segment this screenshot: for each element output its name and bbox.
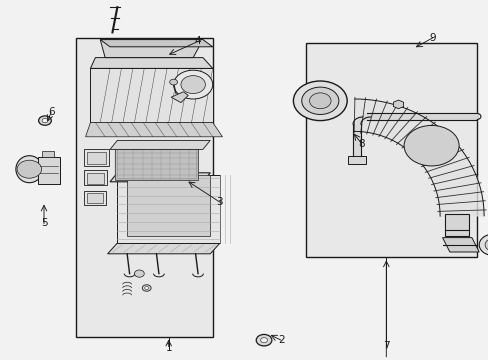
- Polygon shape: [353, 99, 483, 216]
- Bar: [117, 149, 195, 178]
- Circle shape: [17, 160, 41, 178]
- Ellipse shape: [16, 156, 43, 183]
- Bar: [87, 152, 105, 164]
- Polygon shape: [85, 122, 222, 137]
- Polygon shape: [100, 40, 203, 58]
- Polygon shape: [110, 140, 210, 149]
- Polygon shape: [107, 243, 220, 254]
- Polygon shape: [171, 92, 188, 103]
- Bar: [87, 173, 104, 184]
- Circle shape: [144, 287, 148, 289]
- Circle shape: [478, 234, 488, 256]
- Bar: [305, 43, 476, 257]
- Bar: [41, 151, 54, 157]
- Bar: [444, 214, 468, 236]
- Circle shape: [301, 87, 338, 114]
- Text: 7: 7: [382, 341, 389, 351]
- Polygon shape: [117, 175, 220, 243]
- Ellipse shape: [403, 125, 458, 166]
- Text: 5: 5: [41, 218, 47, 228]
- Circle shape: [173, 70, 212, 99]
- Circle shape: [393, 101, 402, 108]
- Circle shape: [260, 338, 267, 343]
- Text: 1: 1: [165, 343, 172, 353]
- Text: 6: 6: [48, 107, 55, 117]
- Polygon shape: [442, 238, 478, 252]
- Bar: [84, 149, 108, 166]
- Circle shape: [293, 81, 346, 121]
- Text: 8: 8: [358, 139, 365, 149]
- Bar: [84, 170, 107, 185]
- Bar: [115, 148, 198, 180]
- Circle shape: [256, 334, 271, 346]
- Text: 4: 4: [194, 36, 201, 46]
- Polygon shape: [110, 173, 210, 182]
- Text: 9: 9: [428, 33, 435, 43]
- Circle shape: [39, 116, 51, 125]
- Bar: [87, 193, 102, 203]
- Polygon shape: [100, 40, 212, 47]
- Bar: [76, 38, 212, 337]
- Circle shape: [42, 118, 48, 123]
- Circle shape: [142, 285, 151, 291]
- Polygon shape: [90, 68, 212, 122]
- Circle shape: [309, 93, 330, 109]
- Bar: [347, 156, 365, 164]
- Bar: [127, 175, 210, 236]
- Bar: [38, 157, 60, 184]
- Bar: [84, 191, 105, 205]
- Polygon shape: [90, 58, 212, 68]
- Circle shape: [181, 76, 205, 94]
- Circle shape: [169, 79, 177, 85]
- Text: 2: 2: [277, 335, 284, 345]
- Circle shape: [484, 238, 488, 251]
- Circle shape: [134, 270, 144, 277]
- Text: 3: 3: [215, 197, 222, 207]
